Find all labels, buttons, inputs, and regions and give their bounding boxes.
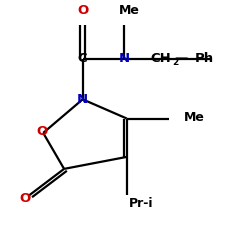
Text: N: N [77, 93, 88, 106]
Text: Me: Me [184, 111, 204, 124]
Text: C: C [78, 52, 87, 65]
Text: 2: 2 [172, 58, 178, 67]
Text: CH: CH [150, 52, 171, 65]
Text: Me: Me [119, 4, 140, 17]
Text: O: O [77, 4, 88, 17]
Text: —: — [175, 52, 188, 65]
Text: Pr-i: Pr-i [129, 197, 153, 210]
Text: O: O [19, 192, 30, 205]
Text: Ph: Ph [195, 52, 214, 65]
Text: N: N [119, 52, 130, 65]
Text: O: O [36, 125, 48, 138]
